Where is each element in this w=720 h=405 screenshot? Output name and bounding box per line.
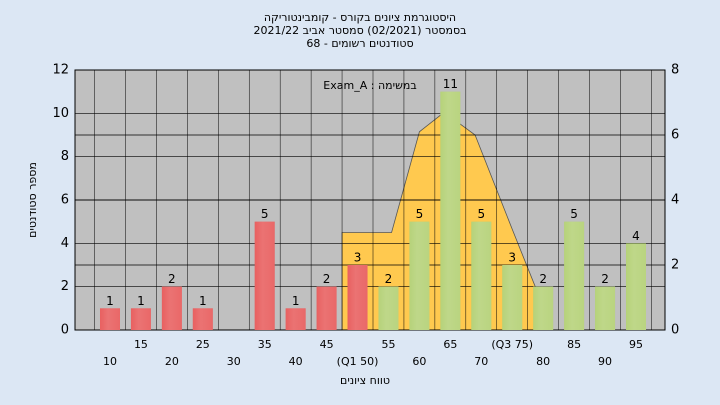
y-tick-label: 8 <box>61 149 69 164</box>
value-label: 2 <box>601 272 609 286</box>
x-tick-label: 55 <box>381 338 395 351</box>
y-tick-label: 6 <box>61 193 69 208</box>
y-tick-label: 10 <box>52 106 69 121</box>
value-label: 5 <box>416 207 424 221</box>
x-tick-label: 45 <box>320 338 334 351</box>
y-tick-label: 2 <box>61 279 69 294</box>
bar <box>440 91 461 331</box>
bar <box>347 265 368 330</box>
bar <box>378 286 399 330</box>
value-label: 4 <box>632 229 640 243</box>
x-tick-label: (Q3 75) <box>491 338 533 351</box>
bar <box>595 286 616 330</box>
value-label: 3 <box>354 251 362 265</box>
bar <box>626 243 646 330</box>
title-line: היסטוגרמת ציונים בקורס - קומבינטוריקה <box>264 11 456 24</box>
y2-tick-label: 0 <box>671 323 679 338</box>
y2-tick-label: 4 <box>671 193 679 208</box>
value-label: 1 <box>106 294 114 308</box>
x-tick-label: 30 <box>227 355 241 368</box>
bar <box>471 221 492 330</box>
bar <box>254 221 275 330</box>
x-tick-label: 60 <box>412 355 426 368</box>
y-tick-label: 12 <box>52 63 69 78</box>
y-axis-label: מספר סטודנטים <box>26 162 39 238</box>
bar <box>316 286 337 330</box>
x-tick-label: 90 <box>598 355 612 368</box>
value-label: 1 <box>199 294 207 308</box>
y-tick-label: 4 <box>61 236 69 251</box>
bar <box>130 308 151 330</box>
y2-tick-label: 6 <box>671 128 679 143</box>
x-tick-label: 70 <box>474 355 488 368</box>
bar <box>564 221 585 330</box>
x-tick-label: 20 <box>165 355 179 368</box>
x-tick-label: 85 <box>567 338 581 351</box>
bar <box>409 221 430 330</box>
y2-tick-label: 8 <box>671 63 679 78</box>
y-tick-label: 0 <box>61 323 69 338</box>
value-label: 1 <box>137 294 145 308</box>
value-label: 11 <box>443 77 458 91</box>
x-tick-label: 95 <box>629 338 643 351</box>
title-line: סטודנטים רשומים - 68 <box>306 37 413 50</box>
x-tick-label: 65 <box>443 338 457 351</box>
value-label: 1 <box>292 294 300 308</box>
x-tick-label: (Q1 50) <box>337 355 379 368</box>
bar <box>502 265 523 330</box>
bar <box>285 308 306 330</box>
value-label: 5 <box>570 207 578 221</box>
value-label: 3 <box>508 251 516 265</box>
x-tick-label: 40 <box>289 355 303 368</box>
value-label: 2 <box>385 272 393 286</box>
value-label: 5 <box>261 207 269 221</box>
x-tick-label: 10 <box>103 355 117 368</box>
value-label: 2 <box>323 272 331 286</box>
x-tick-label: 35 <box>258 338 272 351</box>
bar <box>100 308 120 330</box>
x-tick-label: 15 <box>134 338 148 351</box>
bar <box>161 286 182 330</box>
value-label: 2 <box>539 272 547 286</box>
value-label: 5 <box>477 207 485 221</box>
bar <box>533 286 554 330</box>
annotation: במשימה : Exam_A <box>323 79 416 92</box>
x-tick-label: 80 <box>536 355 550 368</box>
x-axis-label: טווח ציונים <box>340 374 390 387</box>
title-line: בסמסטר (02/2021) סמסטר אביב 2021/22 <box>253 24 466 37</box>
bar <box>192 308 213 330</box>
x-tick-label: 25 <box>196 338 210 351</box>
y2-tick-label: 2 <box>671 258 679 273</box>
value-label: 2 <box>168 272 176 286</box>
